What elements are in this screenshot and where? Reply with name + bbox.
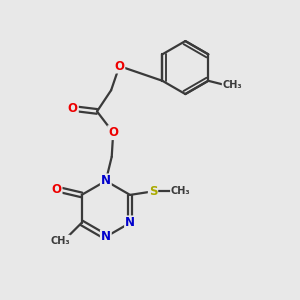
Text: S: S bbox=[149, 185, 157, 198]
Text: CH₃: CH₃ bbox=[50, 236, 70, 245]
Text: O: O bbox=[52, 182, 61, 196]
Text: CH₃: CH₃ bbox=[223, 80, 242, 90]
Text: CH₃: CH₃ bbox=[171, 186, 190, 197]
Text: O: O bbox=[114, 60, 124, 73]
Text: N: N bbox=[125, 216, 135, 230]
Text: O: O bbox=[108, 126, 118, 139]
Text: N: N bbox=[101, 174, 111, 188]
Text: O: O bbox=[68, 102, 78, 115]
Text: N: N bbox=[101, 230, 111, 243]
